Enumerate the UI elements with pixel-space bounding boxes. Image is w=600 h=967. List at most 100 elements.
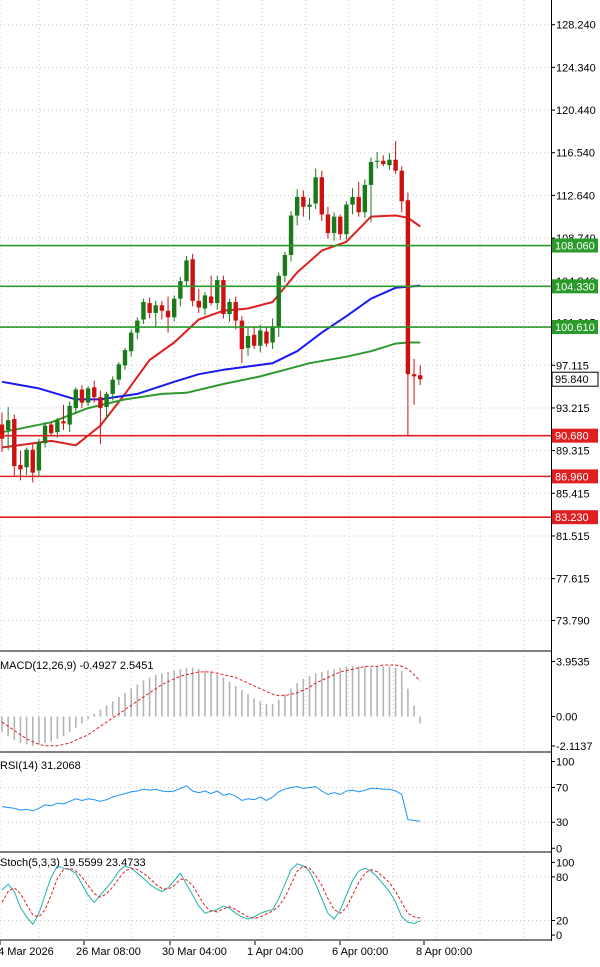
candle — [49, 422, 54, 437]
moving-average-line-2 — [1, 284, 421, 401]
price-axis-label: 116.540 — [556, 148, 595, 160]
stoch-signal-line — [1, 865, 421, 919]
candle — [405, 192, 411, 437]
candle-body — [165, 310, 171, 318]
candle-body — [301, 196, 306, 207]
candle-body — [356, 196, 361, 213]
candle — [5, 407, 11, 450]
candles — [0, 141, 423, 483]
candle — [325, 206, 331, 239]
macd-axis-label: 0.00 — [556, 712, 577, 724]
candle — [159, 300, 165, 320]
candle-body — [344, 204, 349, 235]
support-level-tag — [552, 428, 598, 443]
price-axis-label: 85.415 — [556, 488, 590, 500]
stoch-axis-label: 20 — [556, 916, 568, 928]
candle-body — [405, 200, 411, 375]
resistance-level-label: 108.060 — [555, 241, 595, 253]
time-axis-label: 8 Apr 00:00 — [416, 946, 472, 958]
candle-body — [215, 280, 220, 304]
candle-body — [159, 305, 165, 311]
candle-body — [288, 215, 294, 255]
macd-title: MACD(12,26,9) -0.4927 2.5451 — [0, 660, 153, 672]
candle — [387, 153, 392, 170]
candle-body — [245, 335, 251, 348]
candle — [301, 190, 306, 217]
resistance-level-label: 104.330 — [555, 281, 595, 293]
candle — [104, 391, 109, 420]
rsi-title: RSI(14) 31.2068 — [0, 760, 81, 772]
candle — [73, 387, 78, 414]
moving-average-line-1 — [1, 214, 421, 449]
candle — [215, 275, 220, 310]
candle — [368, 157, 374, 223]
resistance-level-label: 100.610 — [555, 322, 595, 334]
macd-signal-line — [1, 664, 421, 747]
candle-body — [12, 419, 17, 467]
candle-body — [387, 159, 392, 166]
candle-body — [190, 259, 195, 301]
macd-axis-label: -2.1137 — [556, 741, 593, 753]
candle — [85, 386, 91, 406]
price-axis-label: 97.115 — [556, 360, 589, 372]
candle-body — [325, 214, 331, 234]
candle — [153, 300, 158, 328]
candle — [313, 168, 318, 209]
candle — [135, 317, 140, 340]
candle-body — [313, 177, 318, 204]
stoch-axis-label: 100 — [556, 857, 574, 869]
candle — [190, 253, 195, 307]
candle — [399, 166, 404, 213]
candle — [319, 170, 324, 222]
rsi-axis-label: 70 — [556, 783, 568, 795]
candle-body — [184, 260, 189, 282]
candle-body — [5, 420, 11, 430]
price-axis-label: 112.640 — [556, 190, 595, 202]
candle-body — [73, 389, 78, 409]
candle-body — [92, 387, 97, 398]
candle-body — [221, 280, 226, 315]
candle-body — [67, 405, 72, 425]
stoch-title: Stoch(5,3,3) 19.5599 23.4733 — [0, 857, 146, 869]
candle-body — [381, 160, 386, 165]
candle — [110, 376, 115, 401]
candle — [12, 414, 17, 476]
candle — [61, 404, 66, 430]
candle-body — [307, 204, 312, 207]
candle-body — [110, 379, 115, 394]
candle — [147, 297, 152, 319]
candle — [36, 438, 42, 478]
candle — [393, 141, 398, 174]
candle — [141, 298, 146, 324]
candle-body — [141, 301, 146, 320]
current-price-label: 95.840 — [555, 374, 589, 386]
resistance-level-tag — [552, 238, 598, 253]
price-axis-label: 124.340 — [556, 62, 596, 74]
candle — [381, 155, 386, 167]
current-price-tag — [551, 371, 599, 387]
candle — [18, 450, 23, 481]
candle-body — [264, 331, 269, 344]
candle-body — [338, 216, 343, 235]
candle — [79, 385, 85, 409]
candle-body — [178, 281, 183, 299]
time-axis-label: 24 Mar 2026 — [0, 946, 54, 958]
candle — [221, 275, 226, 319]
candle — [411, 358, 417, 405]
candle — [24, 447, 29, 475]
resistance-level-tag — [552, 320, 598, 335]
candle-body — [42, 425, 48, 444]
candle-body — [0, 424, 5, 439]
candle — [92, 380, 97, 403]
candle — [362, 179, 368, 218]
price-axis-label: 77.615 — [556, 574, 590, 586]
candle-body — [172, 298, 177, 318]
support-level-tag — [552, 469, 598, 484]
support-level-tag — [552, 510, 598, 525]
price-axis-label: 93.215 — [556, 403, 590, 415]
candle-body — [270, 326, 275, 343]
grid-lines — [0, 0, 551, 940]
candle-body — [79, 389, 85, 403]
